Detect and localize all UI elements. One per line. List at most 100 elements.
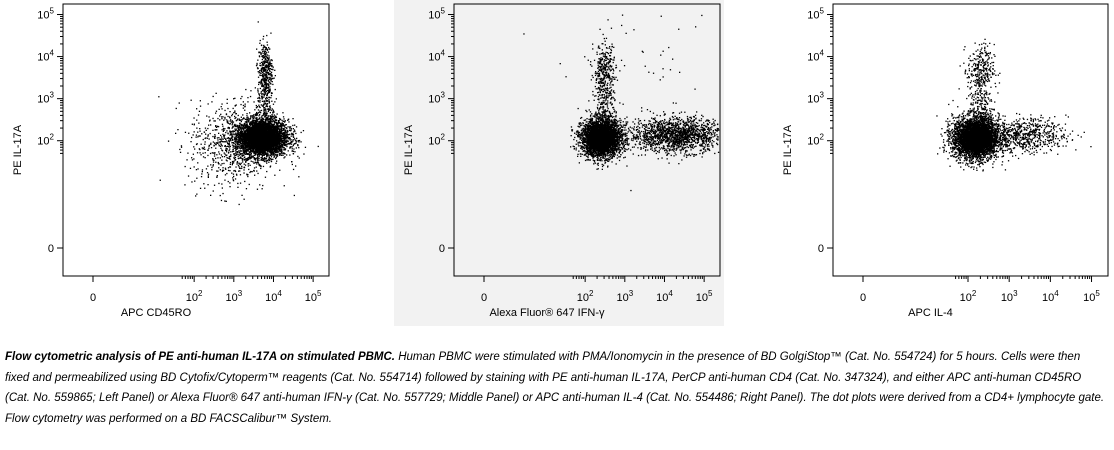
event-dot [297,144,299,146]
event-dot [251,125,253,128]
event-dot [286,144,288,146]
event-dot [250,157,253,159]
event-dot [267,159,269,161]
event-dot [292,144,294,147]
event-dot [258,155,260,157]
plot-frame [62,3,330,277]
event-dot [287,118,289,121]
event-dot [283,120,285,122]
event-dot [287,138,290,140]
event-dot [275,154,277,156]
event-dot [222,133,224,135]
event-dot [241,119,243,121]
event-dot [258,115,260,117]
event-dot [283,135,286,137]
event-dot [272,120,274,122]
event-dot [249,126,251,129]
event-dot [265,113,267,115]
event-dot [228,151,230,153]
event-dot [297,155,299,158]
event-dot [253,162,255,164]
event-dot [283,149,285,151]
event-dot [240,139,242,141]
flow-plots-area: 0 102 103 104 105 0 102 103 104 105 APC CD45RO PE I… [12,0,1109,326]
event-dot [284,130,286,132]
event-dot [255,117,257,120]
event-dot [242,124,244,126]
event-dot [276,113,278,115]
event-dot [268,150,270,152]
event-dot [280,123,282,126]
event-dot [282,147,284,149]
event-dot [254,157,256,159]
event-dot [284,141,286,143]
event-dot [247,165,249,167]
event-dot [283,139,285,141]
event-dot [260,122,262,125]
event-dot [284,140,287,143]
event-dot [235,141,237,143]
event-dot [259,163,261,166]
event-dot [250,152,252,154]
event-dot [264,156,266,159]
event-dot [273,151,276,153]
event-dot [266,156,268,158]
event-dot [282,145,284,147]
event-dot [232,126,235,128]
event-dot [230,155,232,157]
event-dot [289,147,291,149]
event-dot [265,152,267,154]
event-dot [286,127,288,130]
event-dot [274,154,276,156]
event-dot [273,115,275,118]
event-dot [293,131,295,133]
event-dot [248,157,250,159]
event-dot [244,152,246,154]
event-dot [278,129,281,131]
event-dot [236,133,238,135]
event-dot [239,157,241,159]
event-dot [236,119,238,121]
event-dot [268,125,270,128]
event-dot [237,152,239,154]
event-dot [235,152,237,154]
event-dot [240,127,243,129]
event-dot [276,160,278,162]
event-dot [268,158,270,160]
event-dot [243,125,245,127]
event-dot [285,124,287,126]
event-dot [238,128,240,130]
event-dot [246,147,248,149]
event-dot [231,160,234,163]
event-dot [245,153,247,155]
event-dot [268,161,270,163]
event-dot [291,146,293,148]
event-dot [278,125,280,127]
event-dot [244,164,247,166]
event-dot [236,132,239,134]
event-dot [251,149,253,151]
event-dot [275,149,278,151]
event-dot [254,159,257,161]
event-dot [229,123,232,125]
event-dot [287,135,289,137]
event-dot [239,152,241,154]
event-dot [294,143,296,145]
event-dot [249,151,251,153]
event-dot [278,130,281,132]
event-dot [242,118,244,120]
event-dot [292,150,295,152]
event-dot [295,139,297,141]
event-dot [276,151,278,153]
event-dot [263,160,265,163]
event-dot [283,157,285,159]
event-dot [248,127,251,130]
event-dot [291,139,293,141]
event-dot [283,147,285,149]
event-dot [234,136,236,138]
event-dot [246,115,248,117]
event-dot [295,142,297,145]
event-dot [235,136,237,138]
event-dot [239,124,241,126]
event-dot [273,155,276,157]
